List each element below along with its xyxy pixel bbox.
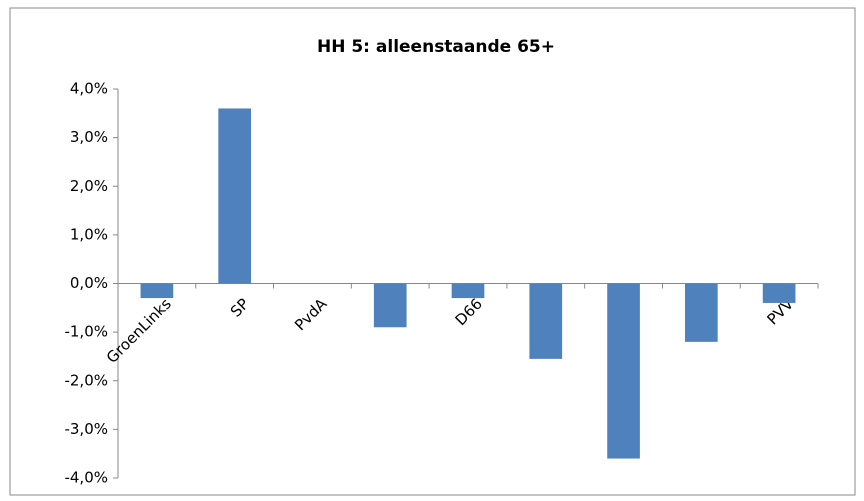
bar — [607, 283, 640, 459]
y-tick-label: 3,0% — [70, 128, 108, 146]
y-tick-label: 2,0% — [70, 177, 108, 195]
bar — [140, 283, 174, 299]
y-tick-label: 4,0% — [70, 80, 108, 98]
bar — [762, 283, 796, 303]
y-tick-label: -3,0% — [64, 420, 108, 438]
y-tick-label: -4,0% — [64, 469, 108, 487]
y-tick-label: -1,0% — [64, 323, 108, 341]
bar — [529, 283, 563, 359]
y-tick-label: 1,0% — [70, 225, 108, 243]
chart-title: HH 5: alleenstaande 65+ — [317, 37, 555, 57]
bar — [451, 283, 485, 299]
bar — [218, 108, 251, 284]
bar — [685, 283, 718, 342]
y-tick-label: 0,0% — [70, 274, 108, 292]
y-tick-label: -2,0% — [64, 371, 108, 389]
bar — [373, 283, 407, 328]
chart-border — [9, 7, 856, 496]
